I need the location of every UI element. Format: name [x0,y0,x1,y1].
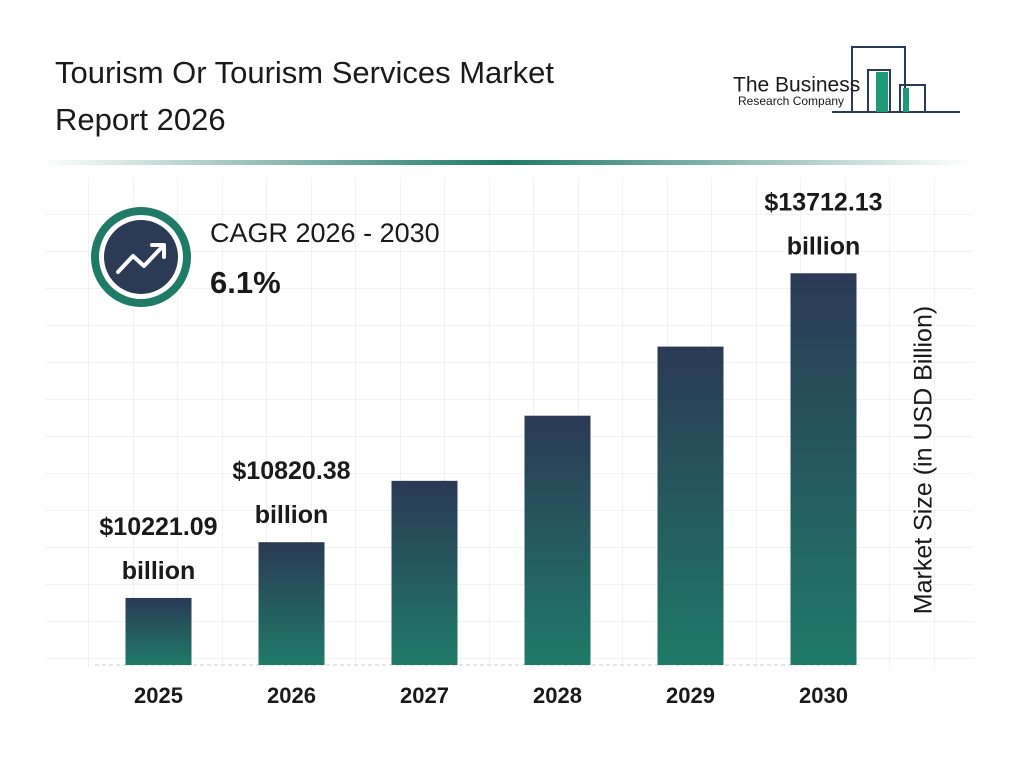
x-tick-label: 2026 [267,683,316,708]
x-tick-label: 2025 [134,683,183,708]
bar [790,273,857,665]
bar [125,597,192,665]
bar [524,415,591,665]
chart-title: Tourism Or Tourism Services Market Report… [55,55,554,137]
logo-name: The Business [733,74,860,97]
cagr-badge [91,207,191,307]
bar [391,480,458,665]
x-tick-label: 2029 [666,683,715,708]
x-tick-label: 2030 [799,683,848,708]
bar [657,346,724,665]
cagr-value: 6.1% [210,265,281,300]
x-tick-label: 2028 [533,683,582,708]
x-tick-label: 2027 [400,683,449,708]
logo-subname: Research Company [738,94,844,108]
divider [40,160,970,165]
y-axis-label: Market Size (in USD Billion) [910,306,938,614]
logo: The Business Research Company [733,46,960,113]
value-label: $10221.09 billion [99,513,217,585]
bar [258,542,325,665]
cagr-label: CAGR 2026 - 2030 [210,218,440,248]
value-label: $10820.38 billion [232,457,350,529]
value-label: $13712.13 billion [764,188,882,260]
